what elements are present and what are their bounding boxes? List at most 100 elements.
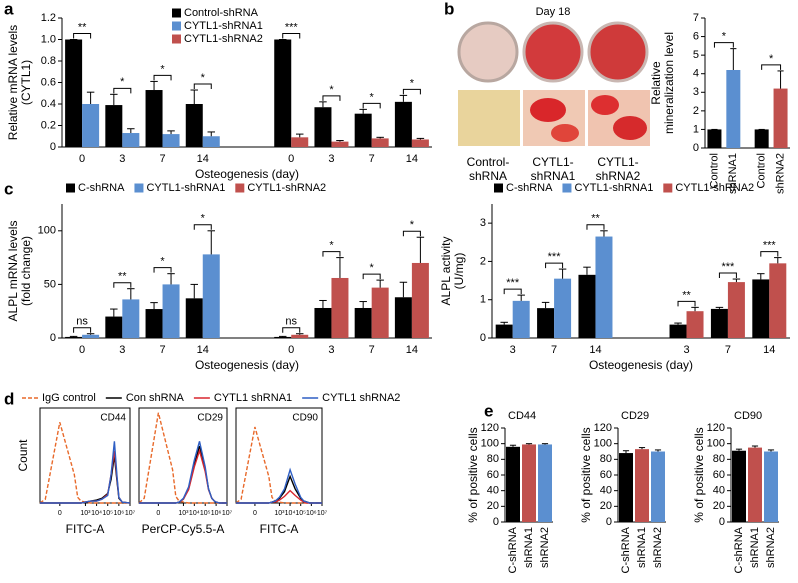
y-tick-label: 0: [50, 141, 56, 153]
significance-label: *: [120, 76, 125, 88]
x-tick-label: 10⁵: [200, 510, 211, 517]
x-tick-label: C-shRNA: [733, 526, 745, 573]
panel-letter: b: [444, 0, 454, 18]
y-tick-label: 100: [481, 438, 499, 450]
x-tick-label: C-shRNA: [620, 526, 632, 573]
bar: [82, 104, 100, 147]
significance-label: *: [160, 63, 165, 75]
photo-label: Control-: [467, 155, 510, 169]
bar: [595, 236, 613, 338]
legend-swatch: [172, 21, 181, 31]
significance-bracket: [282, 33, 301, 39]
stain: [530, 98, 566, 122]
y-tick-label: 5: [693, 49, 699, 61]
bar: [291, 137, 309, 147]
significance-label: ***: [285, 21, 299, 33]
y-tick-label: 7: [693, 12, 699, 24]
y-tick-label: 1.0: [41, 33, 56, 45]
x-tick-label: shRNA1: [727, 153, 739, 194]
significance-bracket: [586, 224, 605, 230]
photo-title: Day 18: [536, 6, 571, 18]
significance-bracket: [73, 327, 92, 333]
legend-swatch: [562, 183, 572, 193]
y-tick-label: 6: [693, 30, 699, 42]
legend-swatch: [66, 183, 75, 193]
histogram-line: [235, 426, 322, 504]
y-tick-label: 0.4: [41, 98, 56, 110]
chart-title: CD44: [508, 410, 536, 422]
y-tick-label: 60: [487, 469, 499, 481]
bar: [331, 277, 349, 338]
significance-bracket: [402, 230, 421, 237]
significance-bracket: [362, 273, 381, 280]
significance-label: *: [370, 262, 375, 274]
significance-bracket: [322, 95, 341, 101]
significance-label: *: [329, 240, 334, 252]
bar: [726, 70, 741, 148]
bar: [291, 334, 309, 338]
x-tick-label: 3: [119, 153, 125, 165]
y-tick-label: 20: [487, 500, 499, 512]
x-tick-label: 10⁵: [295, 510, 306, 517]
significance-label: *: [201, 72, 206, 84]
significance-bracket: [113, 282, 132, 288]
x-tick-label: 0: [58, 510, 62, 517]
significance-label: ***: [763, 240, 777, 252]
y-tick-label: 40: [487, 485, 499, 497]
photo-label: shRNA1: [531, 169, 576, 183]
photos: [457, 21, 650, 146]
bar: [314, 307, 332, 338]
significance-bracket: [322, 251, 341, 257]
x-axis-label: PerCP-Cy5.5-A: [142, 522, 225, 536]
significance-label: *: [201, 213, 206, 225]
x-tick-label: 10⁴: [285, 510, 296, 517]
x-tick-label: shRNA2: [539, 527, 551, 568]
significance-label: ***: [721, 261, 735, 273]
y-axis-label: Count: [16, 439, 30, 472]
y-tick-label: 3: [480, 217, 486, 229]
x-tick-label: 14: [197, 153, 209, 165]
well-photo: [457, 21, 519, 83]
y-tick-label: 120: [707, 422, 725, 434]
significance-label: ns: [76, 316, 88, 328]
significance-bracket: [761, 64, 782, 70]
significance-label: ***: [548, 251, 562, 263]
bar: [707, 129, 722, 148]
x-tick-label: shRNA1: [523, 527, 535, 568]
significance-label: *: [410, 219, 415, 231]
legend-label: Con shRNA: [126, 392, 185, 404]
x-tick-label: 0: [79, 153, 85, 165]
bar: [314, 107, 332, 147]
x-tick-label: 10⁵: [102, 510, 113, 517]
bar: [512, 300, 530, 338]
legend-swatch: [172, 8, 181, 18]
bar: [394, 297, 412, 338]
y-tick-label: 60: [600, 469, 612, 481]
y-tick-label: 100: [707, 438, 725, 450]
bar: [522, 444, 536, 522]
bar: [82, 334, 100, 338]
x-tick-label: 0: [288, 344, 294, 356]
x-tick-label: 7: [159, 344, 165, 356]
y-tick-label: 0.2: [41, 119, 56, 131]
bar: [371, 287, 389, 338]
y-tick-label: 100: [38, 225, 56, 237]
micro-photo: [458, 90, 520, 146]
stain: [551, 124, 579, 142]
x-axis-label: FITC-A: [66, 522, 105, 536]
bar: [554, 278, 572, 338]
bar: [122, 299, 140, 338]
significance-bracket: [503, 288, 522, 295]
significance-label: **: [682, 289, 691, 301]
panel-marker-label: CD90: [292, 413, 318, 424]
x-tick-label: 7: [159, 153, 165, 165]
legend-label: CYTL1 shRNA2: [322, 392, 400, 404]
y-tick-label: 20: [600, 500, 612, 512]
x-tick-label: 0: [253, 510, 257, 517]
bar: [122, 133, 140, 147]
panel-marker-label: CD29: [197, 413, 223, 424]
significance-label: *: [769, 53, 774, 65]
y-tick-label: 120: [594, 422, 612, 434]
x-tick-label: 0: [288, 153, 294, 165]
bar: [145, 90, 163, 147]
